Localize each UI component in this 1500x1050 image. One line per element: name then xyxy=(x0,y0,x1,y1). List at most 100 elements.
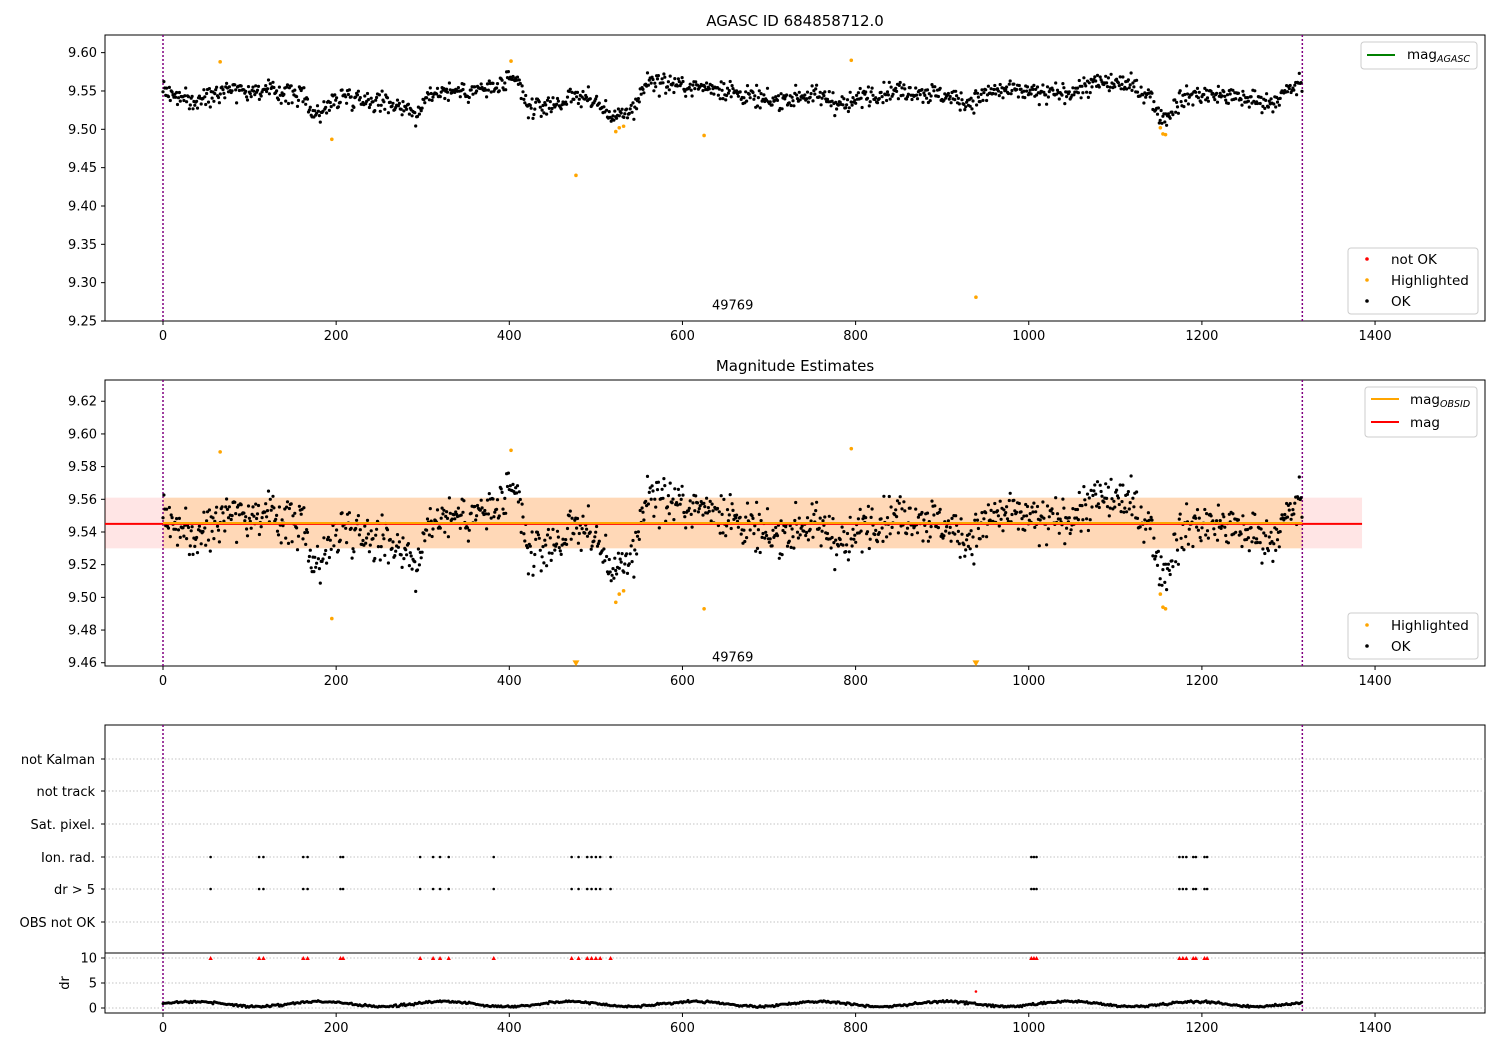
legend-label: mag xyxy=(1410,415,1440,431)
legend-label: OK xyxy=(1391,294,1412,310)
ok-point xyxy=(354,526,358,531)
ok-point xyxy=(275,513,279,518)
ok-point xyxy=(356,89,360,93)
dr-point xyxy=(211,1002,215,1006)
ok-point xyxy=(182,534,186,538)
ok-point xyxy=(396,545,400,549)
ok-point xyxy=(980,510,984,515)
ok-point xyxy=(1269,97,1273,101)
ok-point xyxy=(1167,568,1171,573)
y-tick-label: 9.46 xyxy=(68,656,97,671)
ok-point xyxy=(972,562,976,566)
ok-point xyxy=(971,535,975,539)
ok-point xyxy=(1033,525,1037,530)
ok-point xyxy=(594,530,598,534)
ok-point xyxy=(1007,498,1011,503)
ok-point xyxy=(1063,542,1067,546)
ok-point xyxy=(1218,519,1222,523)
ok-point xyxy=(1105,505,1110,509)
ok-point xyxy=(1003,513,1007,517)
ok-point xyxy=(266,489,271,493)
ok-point xyxy=(1187,527,1191,531)
ok-point xyxy=(978,537,982,541)
ok-point xyxy=(812,512,816,517)
ok-point xyxy=(549,558,553,563)
ok-point xyxy=(556,535,561,539)
ok-point xyxy=(518,81,522,86)
ok-point xyxy=(579,548,583,553)
ok-point xyxy=(1292,88,1296,92)
ok-point xyxy=(858,507,862,511)
ok-point xyxy=(555,542,559,546)
ok-point xyxy=(1203,507,1207,512)
ok-point xyxy=(268,82,272,86)
legend-marker xyxy=(1365,278,1369,282)
ok-point xyxy=(191,107,195,111)
ok-point xyxy=(580,527,584,531)
ok-point xyxy=(525,546,530,550)
ok-point xyxy=(1226,101,1230,105)
ok-point xyxy=(223,96,227,100)
ok-point xyxy=(702,501,706,505)
ok-point xyxy=(368,543,372,547)
ok-point xyxy=(954,514,958,518)
ok-point xyxy=(1191,544,1195,549)
ok-point xyxy=(995,509,1000,513)
ok-point xyxy=(413,111,417,115)
ok-point xyxy=(728,79,732,84)
ok-point xyxy=(877,531,881,535)
ok-point xyxy=(652,89,656,93)
ok-point xyxy=(520,502,524,506)
ok-point xyxy=(428,507,432,511)
ok-point xyxy=(745,99,749,103)
ok-point xyxy=(750,514,754,518)
ok-point xyxy=(1173,532,1177,536)
ok-point xyxy=(1028,511,1032,516)
ok-point xyxy=(689,512,693,517)
ok-point xyxy=(612,118,616,122)
ok-point xyxy=(233,83,237,87)
ok-point xyxy=(915,97,920,101)
ok-point xyxy=(559,552,563,557)
ok-point xyxy=(401,100,405,104)
flag-point xyxy=(418,855,422,859)
ok-point xyxy=(1163,120,1167,124)
ok-point xyxy=(703,85,707,89)
dr-clipped-marker xyxy=(417,956,423,960)
ok-point xyxy=(1240,544,1244,549)
ok-point xyxy=(576,101,581,106)
ok-point xyxy=(902,83,906,87)
ok-point xyxy=(1252,99,1256,103)
ok-point xyxy=(938,507,942,511)
ok-point xyxy=(1143,518,1147,522)
ok-point xyxy=(1010,88,1014,93)
ok-point xyxy=(792,104,796,108)
ok-point xyxy=(611,567,615,571)
ok-point xyxy=(271,80,275,84)
ok-point xyxy=(675,501,679,505)
ok-point xyxy=(203,95,207,99)
ok-point xyxy=(1275,100,1280,104)
ok-point xyxy=(631,101,635,105)
ok-point xyxy=(1068,531,1072,536)
ok-point xyxy=(973,518,977,522)
ok-point xyxy=(958,555,962,559)
ok-point xyxy=(491,81,495,85)
ok-point xyxy=(1100,494,1104,498)
ok-point xyxy=(388,537,392,542)
ok-point xyxy=(1035,93,1039,97)
ok-point xyxy=(475,503,480,508)
ok-point xyxy=(1149,515,1153,520)
x-tick-label: 1000 xyxy=(1012,329,1045,344)
ok-point xyxy=(1098,483,1102,487)
ok-point xyxy=(175,90,179,95)
ok-point xyxy=(686,509,691,513)
ok-point xyxy=(1182,105,1186,109)
ok-point xyxy=(1241,89,1245,93)
ok-point xyxy=(1186,542,1190,546)
flag-point xyxy=(570,855,573,859)
ok-point xyxy=(1031,510,1035,514)
ok-point xyxy=(367,105,371,110)
ok-point xyxy=(724,534,728,538)
